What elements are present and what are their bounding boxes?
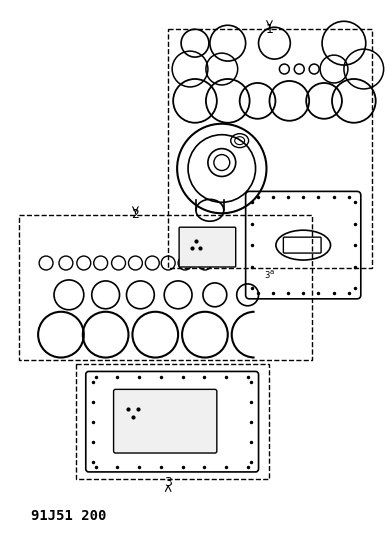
- Text: 1: 1: [266, 23, 273, 36]
- FancyBboxPatch shape: [179, 227, 236, 267]
- Text: 91J51 200: 91J51 200: [31, 508, 107, 523]
- Bar: [168, 29, 372, 268]
- Bar: [19, 215, 312, 360]
- Text: 3: 3: [164, 476, 172, 489]
- Text: a: a: [270, 269, 274, 275]
- Bar: [76, 365, 270, 479]
- Text: 3: 3: [265, 271, 270, 280]
- FancyBboxPatch shape: [114, 389, 217, 453]
- Text: 2: 2: [131, 208, 139, 221]
